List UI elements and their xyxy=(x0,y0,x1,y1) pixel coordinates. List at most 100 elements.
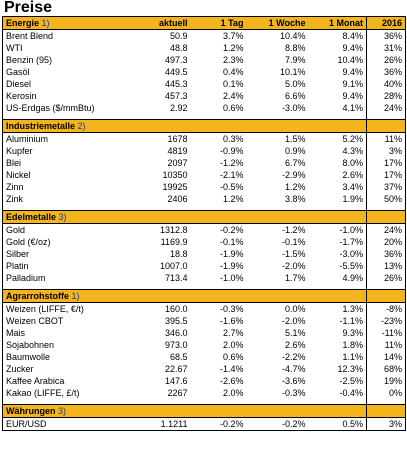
table-cell: 1678 xyxy=(167,134,188,144)
section-name: Währungen xyxy=(6,406,56,416)
table-cell: 5.1% xyxy=(284,328,306,338)
table-cell: 2.0% xyxy=(222,388,244,398)
table-cell: 3% xyxy=(366,145,406,157)
commodity-name: Brent Blend xyxy=(6,31,54,41)
section-spacer xyxy=(3,205,406,211)
table-row: EUR/USD 1.1211 -0.2% -0.2% 0.5% 3% xyxy=(3,417,406,431)
table-row: Kerosin 457.3 2.4% 6.6% 9.4% 28% xyxy=(3,90,406,102)
commodity-name: Weizen (LIFFE, €/t) xyxy=(6,304,84,314)
price-table: Energie 1) aktuell 1 Tag 1 Woche 1 Monat 2016… xyxy=(2,16,406,431)
table-cell: 0% xyxy=(366,387,406,399)
column-header: 1 Monat xyxy=(308,16,367,30)
table-cell: -2.2% xyxy=(281,352,306,362)
table-cell: 2.6% xyxy=(342,170,363,180)
table-cell: -2.0% xyxy=(281,261,306,271)
header-filler xyxy=(308,404,367,418)
table-cell: -1.0% xyxy=(339,225,363,235)
table-cell: -2.5% xyxy=(339,376,363,386)
table-cell: 24% xyxy=(366,223,406,236)
table-cell: 9.1% xyxy=(342,79,363,89)
commodity-name: Palladium xyxy=(6,273,46,283)
table-cell: 31% xyxy=(366,42,406,54)
commodity-name: Kaffee Arabica xyxy=(6,376,65,386)
commodity-name: Diesel xyxy=(6,79,32,89)
table-row: Zucker 22.67 -1.4% -4.7% 12.3% 68% xyxy=(3,363,406,375)
table-cell: 3.4% xyxy=(342,182,363,192)
table-row: Kakao (LIFFE, £/t) 2267 2.0% -0.3% -0.4% 0% xyxy=(3,387,406,399)
table-cell: 1.1211 xyxy=(160,419,188,429)
header-filler xyxy=(246,404,309,418)
table-cell: -2.0% xyxy=(281,316,306,326)
column-header: 1 Tag xyxy=(190,16,247,30)
table-row: Brent Blend 50.9 3.7% 10.4% 8.4% 36% xyxy=(3,29,406,42)
section-title: Agrarrohstoffe 1) xyxy=(2,289,131,303)
table-cell: 8.4% xyxy=(342,31,363,41)
table-cell: -8% xyxy=(366,302,406,315)
section-spacer xyxy=(3,399,406,405)
table-cell: 18.8 xyxy=(169,249,188,259)
table-row: Aluminium 1678 0.3% 1.5% 5.2% 11% xyxy=(3,132,406,145)
table-cell: 2.0% xyxy=(222,340,244,350)
table-cell: 5.2% xyxy=(342,134,363,144)
table-cell: -0.4% xyxy=(339,388,363,398)
table-row: Palladium 713.4 -1.0% 1.7% 4.9% 26% xyxy=(3,272,406,284)
table-cell: 48.8 xyxy=(169,43,188,53)
table-cell: -0.1% xyxy=(219,237,244,247)
spacer-cell xyxy=(366,205,406,211)
table-cell: 50.9 xyxy=(169,31,188,41)
header-filler xyxy=(308,289,367,303)
commodity-name: Zink xyxy=(6,194,24,204)
commodity-name: Aluminium xyxy=(6,134,49,144)
table-cell: 2.4% xyxy=(222,91,244,101)
table-cell: -23% xyxy=(366,315,406,327)
commodity-name: Benzin (95) xyxy=(6,55,53,65)
table-cell: 22.67 xyxy=(164,364,188,374)
table-cell: 26% xyxy=(366,272,406,284)
commodity-name: Baumwolle xyxy=(6,352,51,362)
table-row: Zink 2406 1.2% 3.8% 1.9% 50% xyxy=(3,193,406,205)
table-cell: 9.4% xyxy=(342,91,363,101)
table-cell: 7.9% xyxy=(284,55,306,65)
table-cell: 0.4% xyxy=(222,67,244,77)
table-cell: 3.8% xyxy=(284,194,306,204)
table-row: Diesel 445.3 0.1% 5.0% 9.1% 40% xyxy=(3,78,406,90)
header-filler xyxy=(130,289,191,303)
section-header-agrarrohstoffe: Agrarrohstoffe 1) xyxy=(2,289,406,303)
table-cell: 457.3 xyxy=(164,91,188,101)
table-cell: 4.9% xyxy=(342,273,363,283)
spacer-cell xyxy=(366,399,406,405)
table-row: WTI 48.8 1.2% 8.8% 9.4% 31% xyxy=(3,42,406,54)
table-cell: 4.1% xyxy=(342,103,363,113)
table-cell: 1.9% xyxy=(342,194,363,204)
table-cell: 1.2% xyxy=(222,43,244,53)
section-footnote: 3) xyxy=(58,406,67,416)
table-cell: 10.4% xyxy=(337,55,363,65)
commodity-name: Platin xyxy=(6,261,29,271)
table-cell: 2.3% xyxy=(222,55,244,65)
table-cell: 1007.0 xyxy=(159,261,188,271)
section-spacer xyxy=(3,114,406,120)
section-title: Energie 1) xyxy=(2,16,131,30)
table-cell: 1.2% xyxy=(284,182,306,192)
section-name: Edelmetalle xyxy=(6,212,57,222)
table-cell: 3.7% xyxy=(222,31,244,41)
table-cell: 12.3% xyxy=(337,364,363,374)
table-cell: 14% xyxy=(366,351,406,363)
table-cell: 36% xyxy=(366,66,406,78)
section-name: Agrarrohstoffe xyxy=(6,291,70,301)
table-cell: 346.0 xyxy=(164,328,188,338)
table-cell: 10.4% xyxy=(279,31,306,41)
table-cell: 36% xyxy=(366,29,406,42)
table-cell: 24% xyxy=(366,102,406,114)
table-cell: 20% xyxy=(366,236,406,248)
table-cell: 147.6 xyxy=(164,376,188,386)
table-cell: -2.1% xyxy=(219,170,244,180)
page-title: Preise xyxy=(4,0,53,16)
header-filler xyxy=(246,210,309,224)
table-cell: -1.0% xyxy=(219,273,244,283)
table-cell: -1.1% xyxy=(339,316,363,326)
header-filler xyxy=(190,119,247,133)
header-filler xyxy=(130,404,191,418)
table-cell: -11% xyxy=(366,327,406,339)
table-cell: 28% xyxy=(366,90,406,102)
